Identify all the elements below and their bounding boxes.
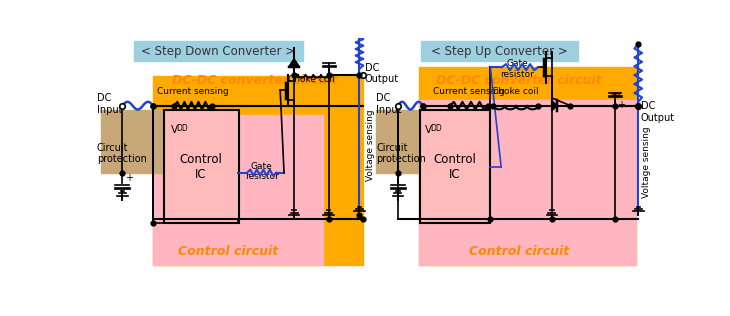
Text: DC-DC converter circuit: DC-DC converter circuit [172, 74, 337, 87]
FancyBboxPatch shape [421, 41, 578, 61]
Text: Circuit
protection: Circuit protection [377, 143, 426, 164]
FancyBboxPatch shape [420, 110, 491, 223]
Text: DC-DC converter circuit: DC-DC converter circuit [436, 74, 602, 87]
Text: Voltage sensing: Voltage sensing [366, 109, 374, 181]
Text: Current sensing: Current sensing [433, 87, 504, 96]
Polygon shape [552, 100, 557, 111]
Text: DD: DD [176, 124, 188, 133]
FancyBboxPatch shape [153, 115, 323, 265]
FancyBboxPatch shape [377, 110, 453, 173]
Text: DC
Output: DC Output [640, 101, 675, 123]
Text: Voltage sensing: Voltage sensing [642, 126, 651, 198]
Text: +: + [617, 100, 625, 110]
Text: DC
Input: DC Input [377, 93, 402, 115]
Polygon shape [288, 59, 299, 67]
FancyBboxPatch shape [153, 76, 363, 265]
Text: V: V [425, 125, 432, 135]
Text: Choke coil: Choke coil [493, 87, 539, 96]
Text: Current sensing: Current sensing [157, 87, 229, 96]
Text: Gate
resistor: Gate resistor [500, 59, 534, 79]
FancyBboxPatch shape [164, 110, 239, 223]
FancyBboxPatch shape [101, 110, 182, 173]
Text: Circuit
protection: Circuit protection [97, 143, 147, 164]
Text: Control circuit: Control circuit [469, 246, 569, 258]
FancyBboxPatch shape [134, 41, 302, 61]
Text: < Step Down Converter >: < Step Down Converter > [141, 45, 295, 58]
Text: Gate
resistor: Gate resistor [245, 162, 279, 181]
Text: DD: DD [430, 124, 442, 133]
FancyBboxPatch shape [419, 100, 636, 265]
Text: Control circuit: Control circuit [177, 246, 278, 258]
FancyBboxPatch shape [419, 67, 636, 265]
Text: Control
IC: Control IC [180, 153, 223, 181]
Text: Choke coil: Choke coil [288, 75, 334, 84]
Text: Control
IC: Control IC [434, 153, 477, 181]
Text: V: V [171, 125, 178, 135]
Text: +: + [126, 173, 134, 183]
Text: DC
Input: DC Input [97, 93, 123, 115]
Text: DC
Output: DC Output [365, 63, 399, 84]
Text: < Step Up Converter >: < Step Up Converter > [431, 45, 568, 58]
